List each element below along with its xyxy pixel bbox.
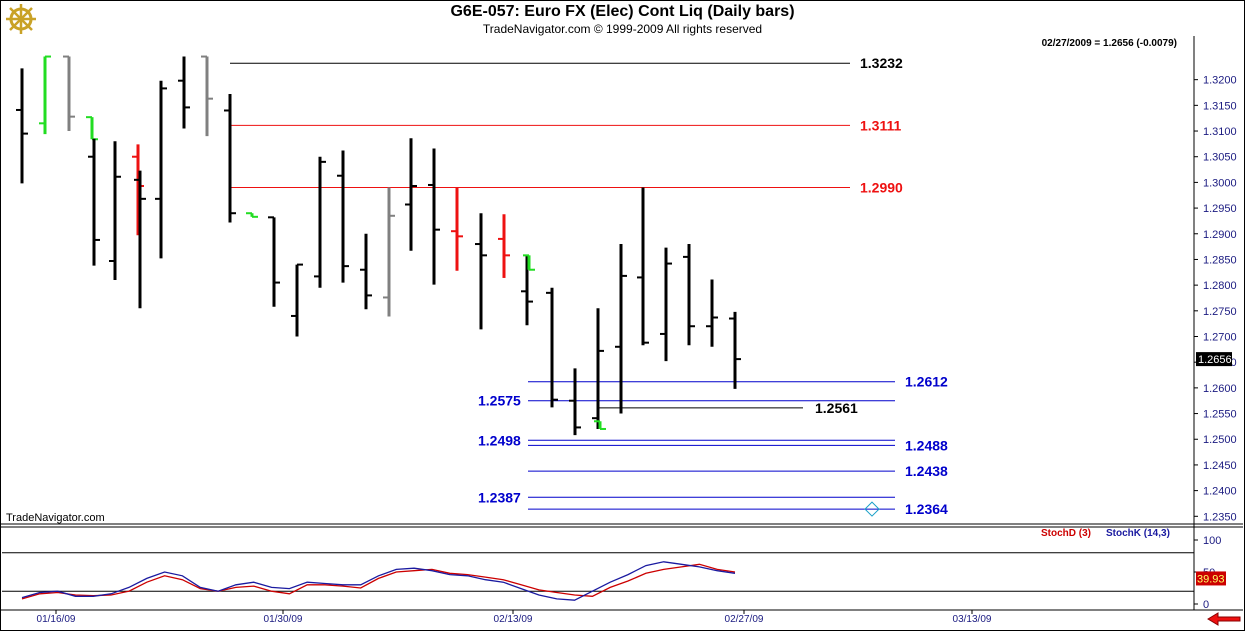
price-tick-label: 1.2800 [1203,280,1237,292]
level-label: 1.2364 [905,501,948,517]
price-tick-label: 1.2450 [1203,460,1237,472]
stoch-tick-label: 100 [1203,535,1221,547]
price-tick-label: 1.2600 [1203,383,1237,395]
last-price-label: 1.2656 [1198,354,1232,366]
stoch-tick-label: 0 [1203,599,1209,611]
copyright-text: TradeNavigator.com © 1999-2009 All right… [482,22,763,36]
ohlc-bar [268,216,280,307]
ohlc-bar [706,279,718,347]
ohlc-bar [201,55,213,137]
level-label: 1.3111 [860,117,901,133]
time-tick-label: 02/27/09 [725,614,764,625]
price-readout: 02/27/2009 = 1.2656 (-0.0079) [1041,38,1177,49]
price-tick-label: 1.2350 [1203,511,1237,523]
ohlc-bar [683,244,695,346]
ohlc-bar [109,141,121,280]
ohlc-bar [246,212,258,218]
ohlc-bar [594,420,606,430]
stoch-value-label: 39.93 [1197,573,1225,585]
time-tick-label: 01/30/09 [264,614,303,625]
ohlc-bar [16,68,28,184]
price-tick-label: 1.3200 [1203,75,1237,87]
ohlc-bar [546,287,558,408]
ohlc-bar [86,116,98,141]
diamond-marker-icon[interactable] [864,501,880,517]
ohlc-bar [475,213,487,330]
chart-title: G6E-057: Euro FX (Elec) Cont Liq (Daily … [450,3,795,20]
level-label: 1.2387 [478,489,521,505]
level-label: 1.2612 [905,374,948,390]
level-label: 1.2488 [905,437,948,453]
ohlc-bar [291,263,303,337]
ohlc-bar [132,144,144,236]
time-tick-label: 02/13/09 [494,614,533,625]
ohlc-bar [523,254,535,271]
price-tick-label: 1.2750 [1203,306,1237,318]
level-label: 1.2438 [905,463,948,479]
ohlc-bar [314,156,326,288]
ohlc-bar [428,148,440,285]
ohlc-bar [134,170,146,309]
ohlc-bar [729,311,741,389]
legend-stochd: StochD (3) [1041,528,1091,539]
ohlc-bar [660,247,672,362]
ohlc-bar [63,55,75,132]
price-tick-label: 1.2550 [1203,409,1237,421]
price-tick-label: 1.2950 [1203,203,1237,215]
ohlc-bar [39,55,51,135]
ohlc-bar [337,150,349,283]
ohlc-bar [178,56,190,129]
stoch-value-box [1196,571,1226,586]
stochk-line [21,561,736,601]
ohlc-bar [498,214,510,278]
price-tick-label: 1.2700 [1203,332,1237,344]
ohlc-bar [521,255,533,326]
ohlc-bar [88,138,100,266]
level-label: 1.2575 [478,393,521,409]
price-tick-label: 1.2500 [1203,434,1237,446]
ohlc-bar [405,138,417,251]
time-tick-label: 01/16/09 [37,614,76,625]
level-label: 1.3232 [860,55,903,71]
ohlc-bar [360,233,372,310]
ohlc-bar [637,187,649,346]
price-tick-label: 1.2400 [1203,486,1237,498]
ship-wheel-logo-icon [6,4,36,34]
ohlc-bar [383,187,395,317]
price-tick-label: 1.2850 [1203,254,1237,266]
ohlc-bar [224,94,236,223]
stochd-line [21,563,736,600]
level-label: 1.2561 [815,400,858,416]
price-tick-label: 1.2900 [1203,229,1237,241]
price-tick-label: 1.3150 [1203,100,1237,112]
time-tick-label: 03/13/09 [953,614,992,625]
legend-stochk: StochK (14,3) [1106,528,1170,539]
ohlc-bar [569,368,581,436]
level-label: 1.2498 [478,432,521,448]
price-tick-label: 1.3000 [1203,177,1237,189]
price-tick-label: 1.3050 [1203,152,1237,164]
ohlc-bar [592,308,604,429]
level-label: 1.2990 [860,180,903,196]
ohlc-bar [451,187,463,271]
scroll-left-arrow-icon[interactable] [1207,612,1241,626]
watermark-text: TradeNavigator.com [6,512,105,524]
ohlc-bar [155,80,167,259]
ohlc-bar [615,244,627,414]
price-tick-label: 1.3100 [1203,126,1237,138]
last-price-box [1196,352,1232,367]
